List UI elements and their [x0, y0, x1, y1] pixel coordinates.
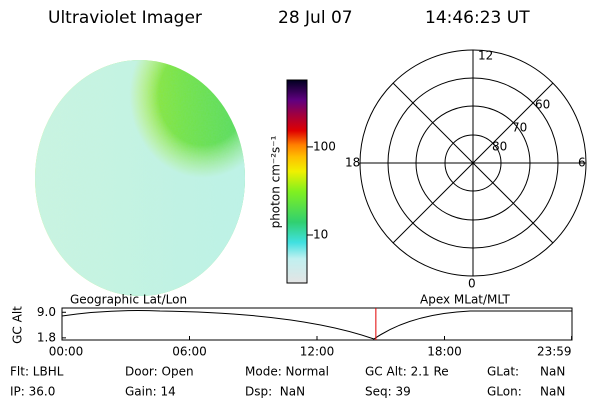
- y-tick-label: 9.0: [37, 305, 56, 319]
- info-field: Dsp: NaN: [245, 385, 305, 399]
- x-tick-label: 23:59: [537, 345, 572, 359]
- x-tick-label: 00:00: [49, 345, 84, 359]
- info-field: Gain: 14: [125, 385, 176, 399]
- info-field: Door: Open: [125, 365, 194, 379]
- x-tick-label: 12:00: [300, 345, 335, 359]
- info-field: NaN: [540, 365, 565, 379]
- info-field: IP: 36.0: [10, 385, 55, 399]
- colorbar-label: photon cm⁻²s⁻¹: [269, 135, 283, 228]
- hour-label: 0: [468, 277, 476, 291]
- x-tick-label: 06:00: [172, 345, 207, 359]
- info-field: Flt: LBHL: [10, 365, 64, 379]
- hour-label: 18: [345, 156, 360, 170]
- info-field: Mode: Normal: [245, 365, 329, 379]
- lat-label: 70: [512, 121, 527, 135]
- time: 14:46:23 UT: [425, 8, 530, 28]
- info-field: GC Alt: 2.1 Re: [365, 365, 449, 379]
- lat-label: 80: [492, 140, 507, 154]
- info-field: GLon:: [487, 385, 522, 399]
- y-tick-label: 1.8: [37, 330, 56, 344]
- y-label: GC Alt: [11, 306, 25, 344]
- earth-image: [35, 60, 245, 296]
- hour-label: 6: [578, 156, 586, 170]
- x-tick-label: 18:00: [427, 345, 462, 359]
- timeline-title: Apex MLat/MLT: [420, 293, 510, 307]
- tick-label: 100: [313, 139, 336, 153]
- altitude-curve: [61, 310, 572, 340]
- polar-grid: [359, 49, 587, 277]
- info-field: NaN: [540, 385, 565, 399]
- tick-label: 10: [313, 227, 328, 241]
- info-field: GLat:: [487, 365, 519, 379]
- title: Ultraviolet Imager: [48, 8, 202, 28]
- date: 28 Jul 07: [278, 8, 353, 28]
- timeline-title: Geographic Lat/Lon: [70, 293, 187, 307]
- lat-label: 60: [535, 98, 550, 112]
- colorbar: [286, 79, 308, 284]
- hour-label: 12: [478, 49, 493, 63]
- info-field: Seq: 39: [365, 385, 411, 399]
